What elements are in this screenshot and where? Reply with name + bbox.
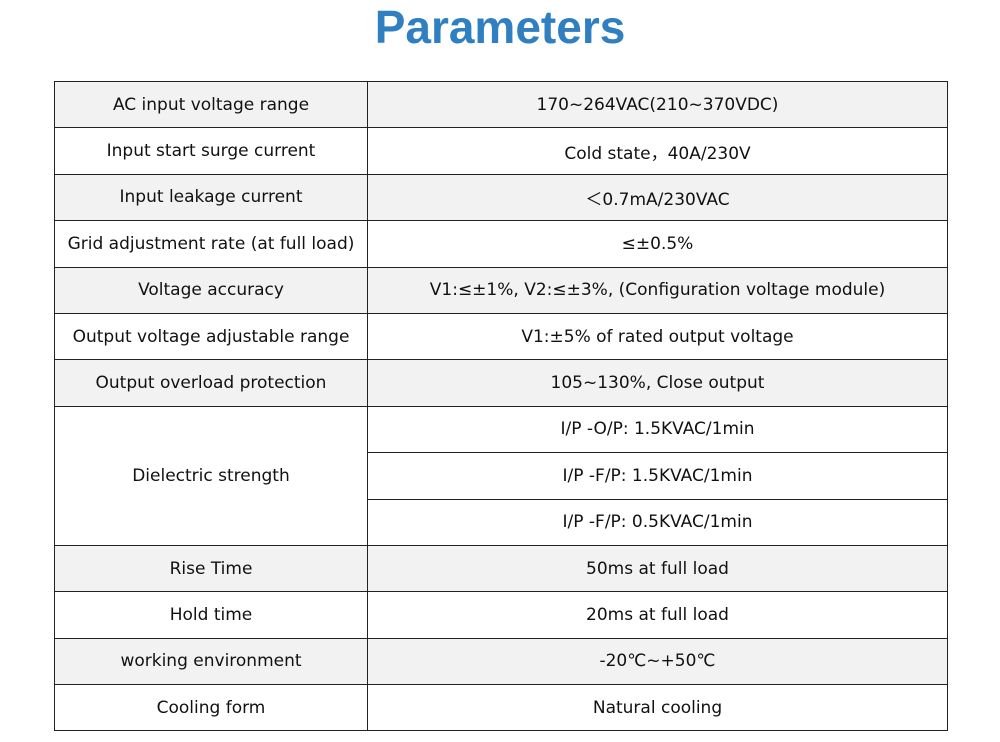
- row-value: 170~264VAC(210~370VDC): [367, 80, 948, 129]
- title: Parameters: [374, 1, 626, 53]
- row-value: 50ms at full load: [367, 544, 948, 593]
- row-label: Voltage accuracy: [54, 266, 368, 314]
- row-value: 105~130%, Close output: [367, 359, 948, 407]
- table-row: I/P -F/P: 1.5KVAC/1min: [55, 452, 948, 500]
- row-label: Dielectric strength: [54, 405, 368, 546]
- row-value: Cold state，40A/230V: [367, 127, 948, 175]
- table-row: AC input voltage range 170~264VAC(210~370…: [54, 80, 948, 129]
- table-row: Voltage accuracy V1:≤±1%, V2:≤±3%, (Confi…: [54, 266, 948, 314]
- row-label: Rise Time: [54, 544, 368, 593]
- row-value: I/P -F/P: 0.5KVAC/1min: [367, 498, 948, 546]
- row-value: I/P -O/P: 1.5KVAC/1min: [367, 405, 948, 454]
- row-label: Hold time: [54, 591, 368, 639]
- table-row: Hold time 20ms at full load: [54, 591, 948, 639]
- row-value: 20ms at full load: [367, 591, 948, 639]
- row-label: Input start surge current: [54, 127, 368, 175]
- row-label: working environment: [54, 637, 368, 686]
- table-row: Input leakage current ＜0.7mA/230VAC: [54, 173, 948, 222]
- table-row: working environment -20℃~+50℃: [54, 637, 948, 686]
- row-label: AC input voltage range: [54, 80, 368, 129]
- row-label: Output voltage adjustable range: [54, 312, 368, 361]
- row-value: Natural cooling: [367, 684, 948, 732]
- row-value: ＜0.7mA/230VAC: [367, 173, 948, 222]
- row-value: -20℃~+50℃: [367, 637, 948, 686]
- table-row: Output overload protection 105~130%, Clos…: [54, 359, 948, 407]
- table-row: Grid adjustment rate (at full load) ≤±0.5…: [54, 220, 948, 268]
- row-value: V1:≤±1%, V2:≤±3%, (Configuration voltage…: [367, 266, 948, 314]
- table-row: Rise Time 50ms at full load: [54, 544, 948, 593]
- row-label: Input leakage current: [54, 173, 368, 222]
- row-label: Cooling form: [54, 684, 368, 732]
- row-value: ≤±0.5%: [367, 220, 948, 268]
- table-row: I/P -F/P: 0.5KVAC/1min: [55, 498, 948, 546]
- table-row: Cooling form Natural cooling: [54, 684, 948, 732]
- row-value: I/P -F/P: 1.5KVAC/1min: [367, 452, 948, 500]
- row-value: V1:±5% of rated output voltage: [367, 312, 948, 361]
- row-label: Grid adjustment rate (at full load): [54, 220, 368, 268]
- table-row: Dielectric strength I/P -O/P: 1.5KVAC/1mi…: [54, 405, 948, 546]
- parameters-table: AC input voltage range 170~264VAC(210~370…: [54, 80, 948, 732]
- table-row: Output voltage adjustable range V1:±5% of…: [54, 312, 948, 361]
- table-row: Input start surge current Cold state，40A/…: [54, 127, 948, 175]
- row-label: Output overload protection: [54, 359, 368, 407]
